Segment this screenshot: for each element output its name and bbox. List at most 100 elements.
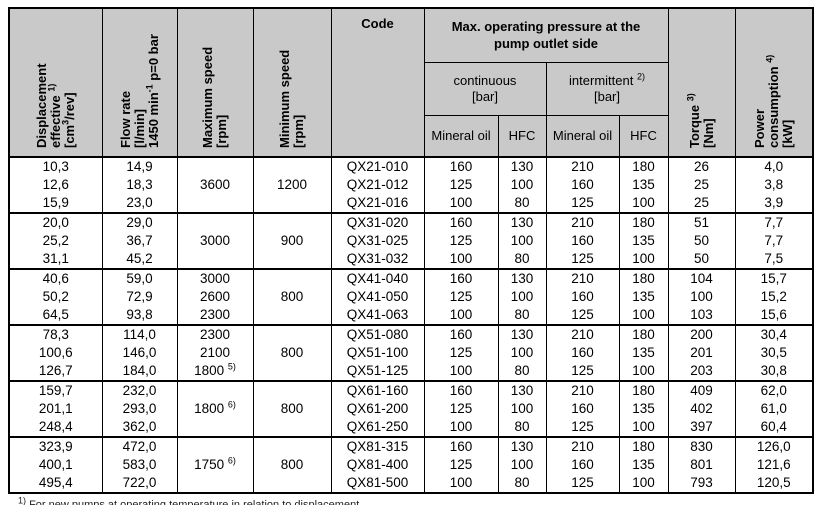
flow-cell: 36,7 — [101, 232, 178, 250]
footnote-text: For new pumps at operating temperature i… — [26, 499, 360, 505]
pressure-int-hfc-cell: 135 — [618, 400, 669, 418]
header-line: [Nm] — [700, 118, 716, 148]
pressure-int-oil-cell: 160 — [545, 232, 620, 250]
pressure-cont-oil-cell: 160 — [423, 324, 499, 344]
power-cell: 4,0 — [734, 156, 814, 176]
pressure-cont-oil-cell: 160 — [423, 156, 499, 176]
pressure-int-oil-cell: 160 — [545, 176, 620, 194]
subheader-continuous: continuous [bar] — [423, 61, 547, 116]
pressure-int-hfc-cell: 100 — [618, 194, 669, 213]
code-cell: QX61-160 — [330, 380, 425, 400]
col-header-flow-rate: Flow rate [l/min] 1450 min-1 p=0 bar — [101, 7, 178, 158]
power-cell: 62,0 — [734, 380, 814, 400]
col-header-displacement: Displacement effective 1) [cm3/rev] — [8, 7, 103, 158]
pressure-cont-hfc-cell: 130 — [497, 212, 547, 232]
power-cell: 3,9 — [734, 194, 814, 213]
flow-cell: 114,0 — [101, 324, 178, 344]
displacement-cell: 10,3 — [8, 156, 103, 176]
pressure-cont-oil-cell: 160 — [423, 268, 499, 288]
flow-cell: 362,0 — [101, 418, 178, 437]
power-cell: 7,5 — [734, 250, 814, 269]
pressure-int-hfc-cell: 180 — [618, 156, 669, 176]
pressure-int-oil-cell: 160 — [545, 288, 620, 306]
pressure-int-oil-cell: 210 — [545, 212, 620, 232]
pressure-int-hfc-cell: 135 — [618, 288, 669, 306]
displacement-cell: 495,4 — [8, 474, 103, 493]
torque-cell: 103 — [667, 306, 736, 325]
header-line: Power — [751, 108, 767, 148]
displacement-cell: 40,6 — [8, 268, 103, 288]
torque-cell: 397 — [667, 418, 736, 437]
code-cell: QX51-080 — [330, 324, 425, 344]
min-speed-cell: 800 — [252, 268, 332, 325]
flow-cell: 293,0 — [101, 400, 178, 418]
pressure-cont-hfc-cell: 130 — [497, 436, 547, 456]
power-cell: 60,4 — [734, 418, 814, 437]
torque-cell: 830 — [667, 436, 736, 456]
pressure-cont-hfc-cell: 130 — [497, 380, 547, 400]
displacement-cell: 400,1 — [8, 456, 103, 474]
pressure-cont-hfc-cell: 130 — [497, 324, 547, 344]
header-line: consumption 4) — [764, 54, 781, 148]
pressure-cont-hfc-cell: 80 — [497, 194, 547, 213]
pressure-int-oil-cell: 210 — [545, 436, 620, 456]
header-line: [kW] — [779, 119, 795, 148]
code-cell: QX41-063 — [330, 306, 425, 325]
displacement-cell: 25,2 — [8, 232, 103, 250]
pressure-cont-oil-cell: 160 — [423, 380, 499, 400]
pressure-cont-oil-cell: 125 — [423, 232, 499, 250]
pressure-cont-oil-cell: 125 — [423, 176, 499, 194]
pressure-int-oil-cell: 210 — [545, 156, 620, 176]
power-cell: 30,8 — [734, 362, 814, 381]
min-speed-cell: 1200 — [252, 156, 332, 213]
torque-cell: 201 — [667, 344, 736, 362]
pressure-int-oil-cell: 125 — [545, 418, 620, 437]
pressure-cont-hfc-cell: 100 — [497, 176, 547, 194]
max-speed-cell: 3000 — [176, 212, 254, 269]
pressure-int-oil-cell: 125 — [545, 194, 620, 213]
footnote-clipped: 1) For new pumps at operating temperatur… — [18, 494, 815, 505]
pressure-cont-hfc-cell: 80 — [497, 250, 547, 269]
max-speed-cell: 1800 6) — [176, 380, 254, 437]
col-header-power: Power consumption 4) [kW] — [734, 7, 814, 158]
pressure-cont-hfc-cell: 100 — [497, 288, 547, 306]
power-cell: 15,2 — [734, 288, 814, 306]
flow-cell: 14,9 — [101, 156, 178, 176]
pressure-cont-oil-cell: 100 — [423, 194, 499, 213]
displacement-cell: 126,7 — [8, 362, 103, 381]
col-header-maximum-speed: Maximum speed [rpm] — [176, 7, 254, 158]
max-speed-cell: 2100 — [176, 344, 254, 362]
torque-cell: 200 — [667, 324, 736, 344]
torque-cell: 801 — [667, 456, 736, 474]
pressure-cont-hfc-cell: 100 — [497, 400, 547, 418]
torque-cell: 793 — [667, 474, 736, 493]
pressure-cont-oil-cell: 100 — [423, 250, 499, 269]
flow-cell: 45,2 — [101, 250, 178, 269]
pressure-int-hfc-cell: 135 — [618, 456, 669, 474]
header-line: Minimum speed — [277, 49, 292, 148]
displacement-cell: 323,9 — [8, 436, 103, 456]
pressure-int-oil-cell: 210 — [545, 380, 620, 400]
subheader-mineral-oil-continuous: Mineral oil — [423, 114, 499, 158]
power-cell: 120,5 — [734, 474, 814, 493]
code-cell: QX61-200 — [330, 400, 425, 418]
subheader-hfc-continuous: HFC — [497, 114, 547, 158]
pressure-int-oil-cell: 210 — [545, 268, 620, 288]
subheader-intermittent: intermittent 2) [bar] — [545, 61, 669, 116]
power-cell: 7,7 — [734, 232, 814, 250]
pressure-cont-hfc-cell: 100 — [497, 344, 547, 362]
max-speed-cell: 1750 6) — [176, 436, 254, 493]
pressure-cont-oil-cell: 160 — [423, 436, 499, 456]
power-cell: 126,0 — [734, 436, 814, 456]
code-cell: QX51-125 — [330, 362, 425, 381]
min-speed-cell: 800 — [252, 436, 332, 493]
code-cell: QX41-050 — [330, 288, 425, 306]
pressure-cont-oil-cell: 125 — [423, 344, 499, 362]
pressure-cont-hfc-cell: 100 — [497, 456, 547, 474]
code-cell: QX41-040 — [330, 268, 425, 288]
max-speed-cell: 2300 — [176, 324, 254, 344]
displacement-cell: 159,7 — [8, 380, 103, 400]
col-header-torque: Torque 3) [Nm] — [667, 7, 736, 158]
pressure-cont-oil-cell: 100 — [423, 362, 499, 381]
